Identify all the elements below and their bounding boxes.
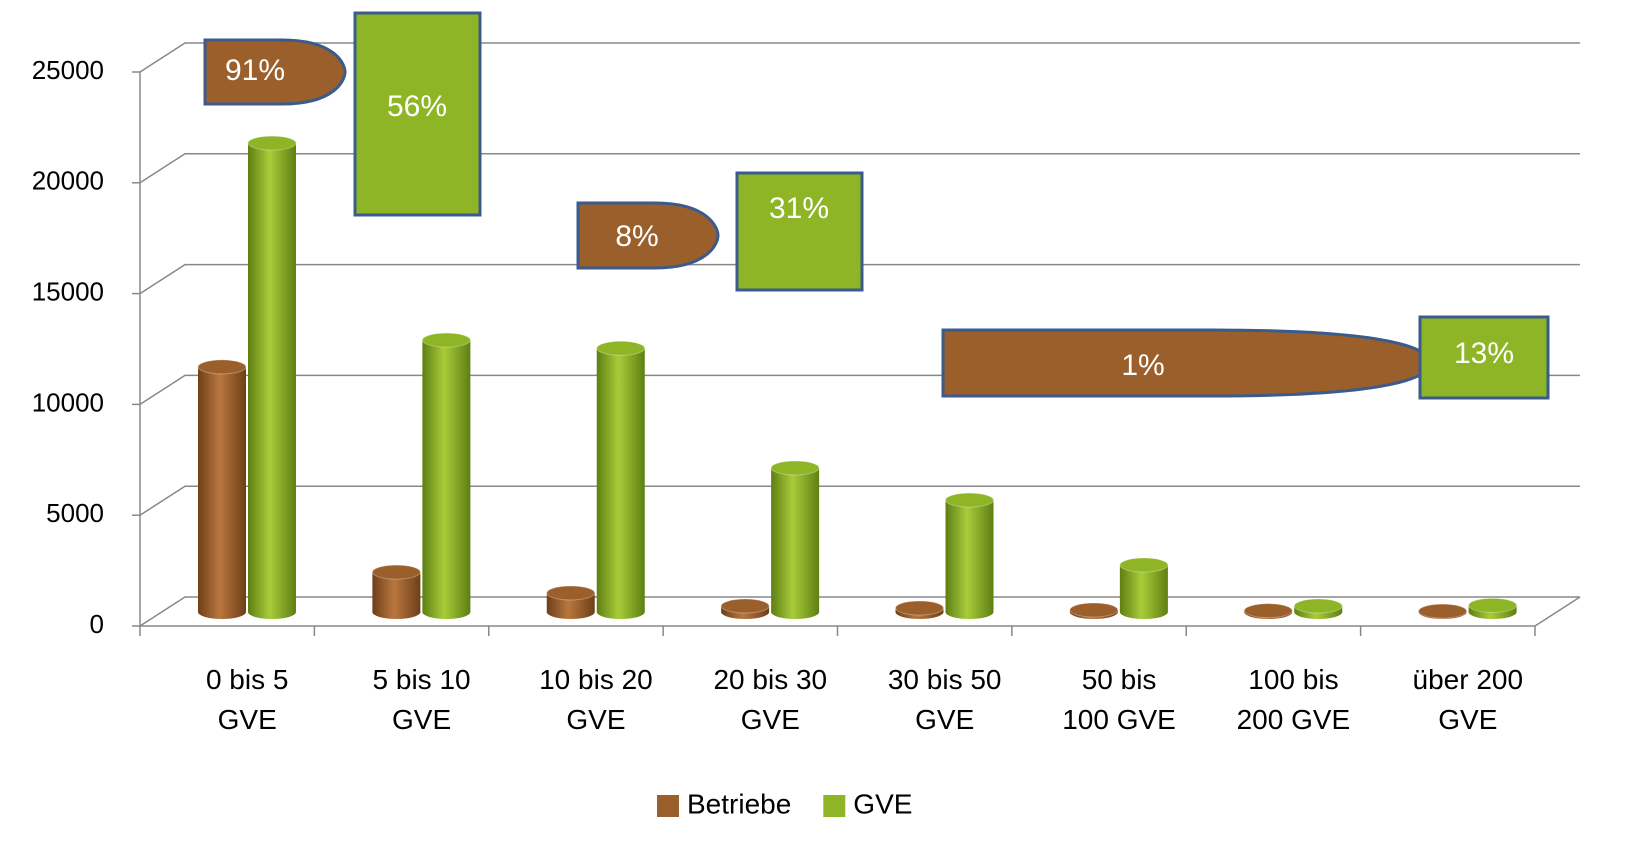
- bar: [421, 332, 471, 619]
- grid-line: [139, 596, 1580, 627]
- bar: [197, 359, 247, 619]
- bar-top: [247, 135, 297, 151]
- bar: [895, 600, 944, 619]
- bar-body: [248, 143, 296, 612]
- bar-base: [1119, 605, 1168, 619]
- bar-base: [248, 605, 296, 619]
- bar: [770, 460, 820, 619]
- bar: [1119, 557, 1169, 619]
- annotation: 1%: [1121, 349, 1164, 382]
- annotation-shape: [735, 171, 864, 292]
- bar-top: [895, 600, 944, 616]
- legend-swatch: [823, 795, 846, 817]
- legend-label: GVE: [853, 788, 912, 819]
- bar-body: [596, 348, 645, 612]
- bar: [1293, 598, 1343, 619]
- x-tick-label: 50 bis 100 GVE: [1062, 664, 1176, 735]
- bar-top: [371, 564, 421, 580]
- annotation-shape: [941, 328, 1432, 398]
- bar: [247, 135, 297, 619]
- bar-base: [945, 605, 994, 619]
- annotation: 56%: [387, 90, 447, 123]
- bar: [371, 564, 421, 619]
- bar: [1418, 603, 1468, 619]
- bar-top: [770, 460, 820, 476]
- x-tick-label: 10 bis 20 GVE: [539, 664, 653, 735]
- x-tick-label: 0 bis 5 GVE: [205, 664, 289, 735]
- bar: [1243, 603, 1293, 619]
- x-tick-label: 20 bis 30 GVE: [713, 664, 828, 735]
- bar-base: [198, 605, 246, 619]
- bar: [945, 492, 994, 619]
- grid-line: [139, 42, 1580, 73]
- bar-top: [1468, 597, 1518, 613]
- bar-top: [1243, 603, 1293, 619]
- annotation-shape: [203, 38, 347, 106]
- bar-base: [546, 605, 595, 619]
- annotation: 31%: [769, 192, 829, 225]
- y-tick-label: 25000: [32, 55, 104, 85]
- legend-swatch: [657, 795, 679, 817]
- axis-line: [1534, 596, 1581, 627]
- bar-top: [596, 340, 646, 356]
- bar-body: [198, 366, 246, 612]
- bar-body: [422, 340, 471, 612]
- y-tick-label: 5000: [46, 498, 104, 528]
- bar-base: [771, 605, 820, 619]
- bar-body: [1119, 565, 1168, 612]
- annotation: 13%: [1454, 337, 1514, 370]
- annotation-shape: [576, 201, 720, 270]
- bar: [596, 340, 646, 619]
- x-tick-label: 100 bis 200 GVE: [1236, 664, 1351, 735]
- bar: [546, 585, 596, 619]
- grid-line: [139, 485, 1580, 516]
- grid-line: [139, 153, 1580, 184]
- bar-body: [945, 500, 994, 612]
- bar: [1468, 597, 1518, 619]
- bar-top: [1418, 603, 1468, 619]
- legend-label: Betriebe: [687, 788, 791, 819]
- bar-body: [771, 467, 820, 612]
- annotation-shape: [1418, 315, 1550, 400]
- bar-base: [596, 605, 645, 619]
- annotation: 8%: [615, 220, 658, 253]
- bar-top: [546, 585, 596, 601]
- bar-base: [422, 605, 471, 619]
- annotation: 91%: [225, 54, 285, 87]
- x-tick-label: 5 bis 10 GVE: [372, 664, 471, 735]
- annotation-shape: [353, 11, 482, 217]
- x-tick-label: über 200 GVE: [1412, 664, 1524, 735]
- y-tick-label: 10000: [32, 387, 104, 417]
- bar-top: [720, 598, 770, 614]
- bar-top: [945, 492, 994, 508]
- y-tick-label: 20000: [32, 166, 104, 196]
- bar: [720, 598, 770, 619]
- grid-line: [139, 263, 1580, 295]
- y-tick-label: 15000: [32, 276, 104, 306]
- bar-base: [372, 605, 421, 619]
- bar-top: [1293, 598, 1343, 614]
- bar: [1069, 602, 1119, 619]
- bar-top: [1069, 602, 1119, 618]
- bar-top: [1119, 557, 1169, 573]
- y-tick-label: 0: [90, 609, 104, 639]
- x-tick-label: 30 bis 50 GVE: [887, 664, 1002, 735]
- bar-top: [421, 332, 471, 348]
- bar-top: [197, 359, 247, 375]
